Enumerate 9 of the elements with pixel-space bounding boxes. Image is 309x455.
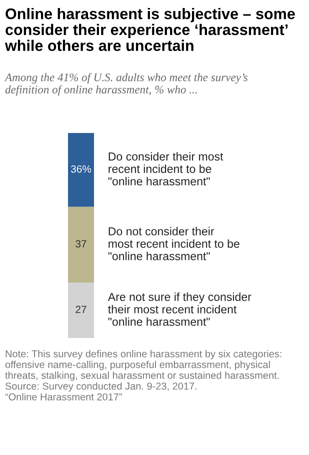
text: Note: This survey defines online harassment by six categories: offensive name-calling, purposeful embarrassment, physical threats, stalking, sexual harassment or sustained harassment. Source: Survey conducted Jan. 9-23, 2017. “Online Harassment 2017” [5,350,282,400]
data-label: 36% [70,165,92,173]
series-label: Do not consider their most recent incident to be "online harassment" [108,226,240,260]
data-label: 27 [76,306,86,314]
series-label: Do consider their most recent incident to be "online harassment" [108,152,224,186]
data-label: 37 [76,240,86,248]
text: Among the 41% of U.S. adults who meet the survey’s definition of online harassment, % who ... [4,73,248,96]
series-label: Are not sure if they consider their most recent incident "online harassment" [108,292,252,326]
text: Online harassment is subjective – some consider their experience ‘harassment’ while others are uncertain [4,8,295,52]
